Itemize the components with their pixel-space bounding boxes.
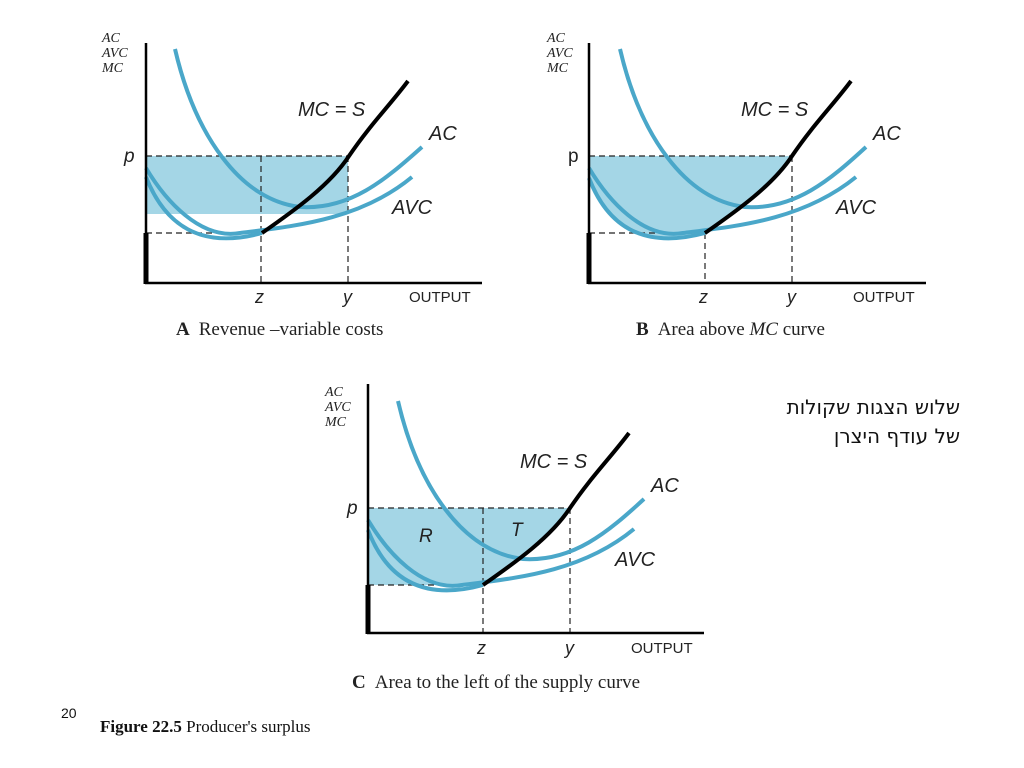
panel-caption: C Area to the left of the supply curve (352, 672, 640, 693)
price-label: p (346, 498, 358, 519)
panel-letter: B (636, 319, 649, 340)
figure-caption-label: Figure 22.5 (100, 717, 182, 736)
region-r-label: R (419, 526, 433, 547)
mc-curve (366, 529, 484, 593)
avc-label: AVC (391, 197, 433, 219)
z-label: z (698, 287, 708, 307)
x-axis-label: OUTPUT (853, 289, 915, 306)
ac-curve (173, 48, 424, 210)
supply-curve (703, 79, 853, 235)
y-axis-label-3: MC (324, 415, 347, 430)
hebrew-note: שלוש הצגות שקולות של עודף היצרן (720, 393, 960, 451)
panel-b: AC AVC MC p MC = S AC AVC z y OUTPUT B Ar… (546, 31, 926, 340)
y-axis-label-1: AC (324, 385, 344, 400)
ac-label: AC (428, 123, 457, 145)
y-label: y (785, 287, 797, 307)
panel-caption-em: MC (748, 319, 778, 340)
y-label: y (341, 287, 353, 307)
x-axis-label: OUTPUT (409, 289, 471, 306)
panel-caption: A Revenue –variable costs (176, 319, 383, 340)
mc-s-label: MC = S (298, 99, 366, 121)
price-label: p (123, 146, 135, 167)
mc-s-label: MC = S (520, 451, 588, 473)
panel-caption-post: curve (778, 319, 825, 340)
z-label: z (476, 638, 486, 658)
avc-curve (587, 166, 858, 236)
panel-letter: A (176, 319, 190, 340)
panel-caption-text: Area above (658, 319, 750, 340)
panel-caption-text: Revenue –variable costs (199, 319, 384, 340)
panel-a: AC AVC MC p MC = S AC AVC z y OUTPUT A Re… (101, 31, 482, 340)
panel-caption: B Area above MC curve (636, 319, 825, 340)
y-label: y (563, 638, 575, 658)
figure-caption-title: Producer's surplus (186, 717, 311, 736)
avc-label: AVC (614, 549, 656, 571)
supply-curve (481, 431, 631, 587)
hebrew-note-line-2: של עודף היצרן (833, 424, 960, 448)
y-axis-label-2: AVC (101, 46, 128, 61)
surplus-shading-left-of-supply (368, 508, 570, 585)
y-axis-label-3: MC (546, 61, 569, 76)
panel-c: AC AVC MC p R T MC = S AC AVC z y OUTPUT… (324, 384, 704, 693)
y-axis-label-3: MC (101, 61, 124, 76)
y-axis-label-2: AVC (324, 400, 351, 415)
mc-curve (144, 176, 263, 241)
avc-label: AVC (835, 197, 877, 219)
ac-label: AC (650, 475, 679, 497)
mc-curve (587, 177, 706, 241)
y-axis-label-1: AC (546, 31, 566, 46)
ac-label: AC (872, 123, 901, 145)
z-label: z (254, 287, 264, 307)
region-t-label: T (511, 520, 524, 541)
y-axis-label-1: AC (101, 31, 121, 46)
hebrew-note-line-1: שלוש הצגות שקולות (786, 395, 960, 419)
price-label: p (568, 146, 579, 167)
supply-curve (260, 79, 410, 235)
panel-caption-text: Area to the left of the supply curve (375, 672, 640, 693)
avc-curve (144, 166, 414, 236)
y-axis-label-2: AVC (546, 46, 573, 61)
figure-caption: Figure 22.5 Producer's surplus (100, 717, 311, 737)
panel-letter: C (352, 672, 366, 693)
slide-number: 20 (61, 705, 77, 721)
avc-curve (366, 518, 636, 588)
x-axis-label: OUTPUT (631, 640, 693, 657)
surplus-shading-above-mc (589, 156, 792, 239)
mc-s-label: MC = S (741, 99, 809, 121)
